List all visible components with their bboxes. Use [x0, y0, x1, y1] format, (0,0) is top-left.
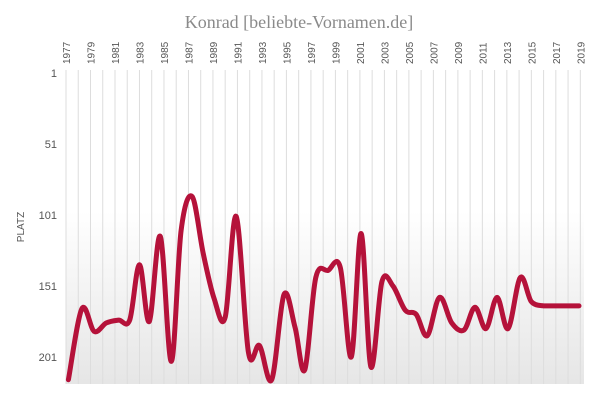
x-tick-label: 1983 — [135, 41, 146, 64]
x-tick-label: 2005 — [405, 41, 416, 64]
x-tick-label: 1977 — [62, 41, 73, 64]
plot-background — [66, 70, 584, 384]
x-tick-label: 2013 — [503, 41, 514, 64]
x-tick-label: 2009 — [454, 41, 465, 64]
x-tick-label: 1995 — [282, 41, 293, 64]
x-tick-label: 1979 — [86, 41, 97, 64]
chart-title: Konrad [beliebte-Vornamen.de] — [185, 12, 414, 32]
y-tick-label: 151 — [39, 281, 57, 293]
x-tick-label: 2011 — [478, 42, 489, 64]
y-tick-label: 1 — [51, 68, 57, 80]
x-axis-ticks: 1977 1979 1981 1983 1985 1987 1989 1991 1993 1995… — [62, 41, 587, 64]
y-tick-label: 201 — [39, 352, 57, 364]
y-tick-label: 51 — [45, 139, 57, 151]
series-line — [65, 193, 582, 384]
x-tick-label: 1997 — [307, 41, 318, 64]
x-tick-label: 2007 — [429, 41, 440, 64]
x-tick-label: 1981 — [111, 41, 122, 64]
x-tick-label: 2003 — [380, 41, 391, 64]
x-tick-label: 2019 — [576, 41, 587, 64]
y-axis-label: PLATZ — [16, 212, 27, 242]
x-tick-label: 1987 — [184, 41, 195, 64]
x-tick-label: 2001 — [356, 41, 367, 64]
x-tick-label: 2015 — [527, 41, 538, 64]
x-tick-label: 1991 — [233, 41, 244, 64]
x-tick-label: 1985 — [160, 41, 171, 64]
y-tick-label: 101 — [39, 210, 57, 222]
series-layer — [65, 193, 582, 384]
x-tick-label: 1989 — [209, 41, 220, 64]
x-tick-label: 2017 — [552, 41, 563, 64]
grid-lines — [65, 70, 581, 384]
x-tick-label: 1993 — [258, 41, 269, 64]
x-tick-label: 1999 — [331, 41, 342, 64]
